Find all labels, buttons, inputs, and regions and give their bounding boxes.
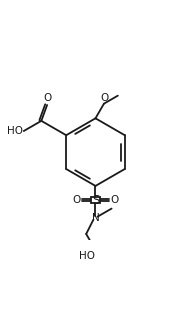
FancyBboxPatch shape: [91, 197, 100, 203]
Text: HO: HO: [79, 251, 95, 261]
Text: O: O: [73, 195, 81, 205]
Text: O: O: [100, 93, 108, 103]
Text: S: S: [92, 194, 99, 207]
Text: HO: HO: [7, 126, 23, 136]
Text: O: O: [110, 195, 118, 205]
Text: N: N: [92, 213, 99, 223]
Text: O: O: [43, 93, 51, 103]
